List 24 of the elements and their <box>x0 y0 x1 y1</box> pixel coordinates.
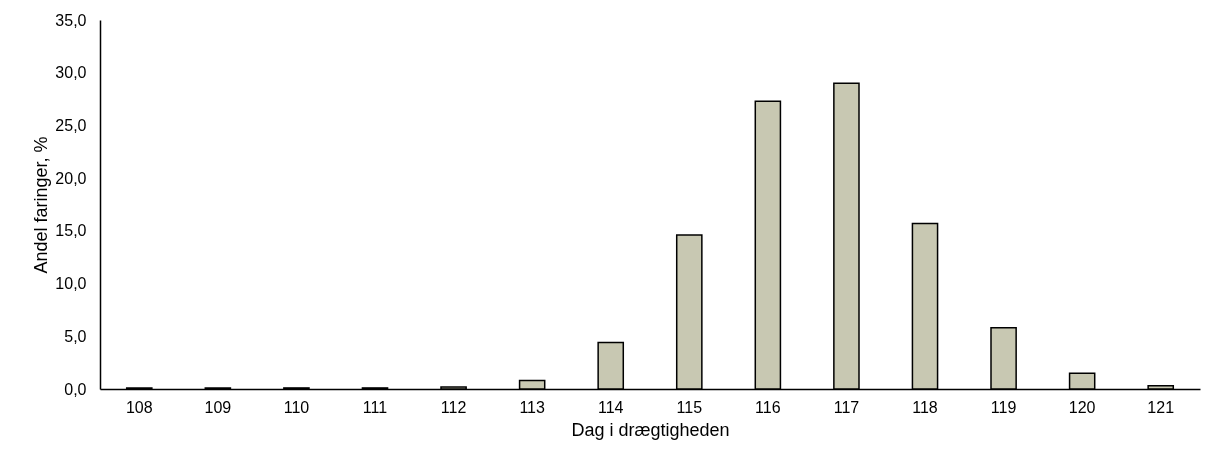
x-tick-label: 116 <box>755 398 781 416</box>
y-tick-label: 10,0 <box>55 275 87 293</box>
x-tick-label: 119 <box>990 398 1017 416</box>
y-tick-label: 15,0 <box>55 222 87 240</box>
y-tick-label: 30,0 <box>55 64 87 82</box>
y-axis-title: Andel faringer, % <box>31 136 52 274</box>
x-tick-label: 110 <box>283 398 310 416</box>
y-tick-label: 0,0 <box>64 380 87 398</box>
y-tick-label: 35,0 <box>55 11 87 29</box>
x-tick-label: 108 <box>125 398 153 416</box>
x-tick-label: 117 <box>833 398 860 416</box>
y-tick-label: 25,0 <box>55 116 87 134</box>
x-axis-title: Dag i drægtigheden <box>571 419 730 440</box>
x-tick-label: 120 <box>1068 398 1096 416</box>
y-tick-label: 5,0 <box>64 327 87 345</box>
x-tick-label: 111 <box>362 398 388 416</box>
x-tick-label: 115 <box>676 398 703 416</box>
x-tick-label: 114 <box>597 398 624 416</box>
x-tick-label: 118 <box>912 398 938 416</box>
x-tick-label: 121 <box>1147 398 1175 416</box>
x-tick-label: 109 <box>204 398 232 416</box>
y-tick-label: 20,0 <box>55 169 87 187</box>
x-tick-label: 113 <box>519 398 545 416</box>
x-tick-label: 112 <box>440 398 467 416</box>
